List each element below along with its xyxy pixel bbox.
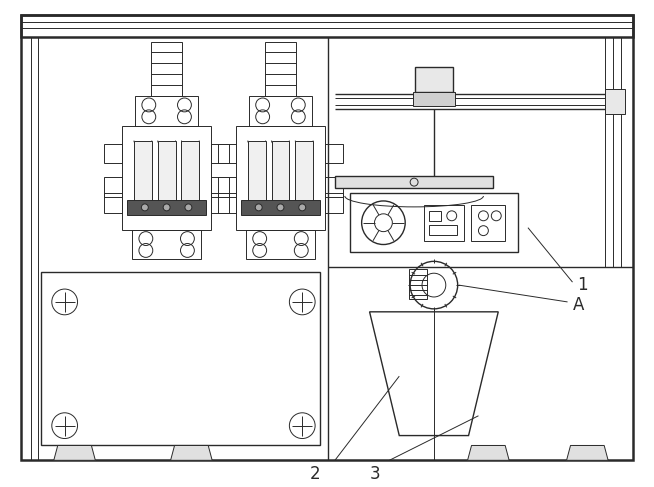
- Circle shape: [255, 204, 262, 211]
- Bar: [104, 144, 122, 163]
- Bar: [415, 67, 453, 92]
- Bar: [211, 193, 229, 213]
- Bar: [134, 141, 152, 212]
- Text: 3: 3: [370, 465, 380, 483]
- Bar: [104, 193, 122, 213]
- Bar: [470, 205, 505, 241]
- Polygon shape: [171, 446, 212, 460]
- Bar: [413, 92, 455, 106]
- Bar: [429, 225, 456, 235]
- Circle shape: [277, 204, 284, 211]
- Bar: [574, 446, 601, 460]
- Polygon shape: [566, 446, 608, 460]
- Polygon shape: [54, 446, 95, 460]
- Bar: [104, 177, 122, 197]
- Bar: [211, 177, 229, 197]
- Circle shape: [141, 204, 148, 211]
- Bar: [350, 193, 518, 252]
- Bar: [41, 272, 320, 446]
- Bar: [151, 41, 182, 96]
- Bar: [335, 176, 493, 188]
- Bar: [211, 144, 229, 163]
- Bar: [409, 269, 427, 299]
- Bar: [177, 446, 205, 460]
- Bar: [325, 144, 343, 163]
- Bar: [265, 41, 296, 96]
- Bar: [475, 446, 502, 460]
- Bar: [218, 144, 236, 163]
- Bar: [218, 177, 236, 197]
- Bar: [236, 126, 325, 230]
- Text: 2: 2: [310, 465, 320, 483]
- Text: 1: 1: [577, 276, 588, 294]
- Bar: [135, 96, 198, 126]
- Bar: [325, 177, 343, 197]
- Bar: [249, 96, 312, 126]
- Bar: [325, 193, 343, 213]
- Circle shape: [185, 204, 192, 211]
- Bar: [241, 200, 320, 215]
- Bar: [429, 211, 441, 221]
- Bar: [605, 89, 625, 114]
- Text: A: A: [572, 296, 584, 314]
- Circle shape: [163, 204, 170, 211]
- Bar: [218, 193, 236, 213]
- Circle shape: [299, 204, 305, 211]
- Bar: [424, 205, 464, 241]
- Bar: [246, 230, 315, 260]
- Polygon shape: [468, 446, 509, 460]
- Bar: [296, 141, 313, 212]
- Bar: [181, 141, 199, 212]
- Bar: [61, 446, 88, 460]
- Bar: [248, 141, 266, 212]
- Bar: [127, 200, 206, 215]
- Bar: [132, 230, 201, 260]
- Bar: [21, 15, 633, 37]
- Bar: [122, 126, 211, 230]
- Bar: [158, 141, 175, 212]
- Bar: [271, 141, 289, 212]
